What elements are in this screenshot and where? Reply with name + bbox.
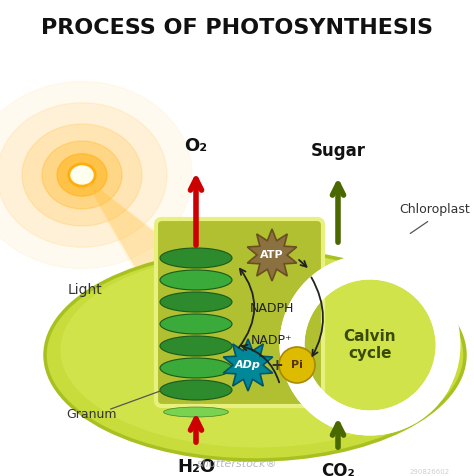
Ellipse shape — [160, 292, 232, 312]
Text: 290826602: 290826602 — [410, 469, 450, 475]
Text: Pi: Pi — [291, 360, 303, 370]
Text: NADPH: NADPH — [250, 301, 294, 315]
Text: NADP⁺: NADP⁺ — [251, 334, 293, 347]
Ellipse shape — [42, 141, 122, 209]
Polygon shape — [223, 339, 273, 391]
Ellipse shape — [160, 380, 232, 400]
Ellipse shape — [45, 250, 465, 460]
Ellipse shape — [160, 248, 232, 268]
Polygon shape — [82, 175, 165, 320]
Ellipse shape — [22, 124, 142, 226]
Ellipse shape — [160, 270, 232, 290]
Text: Sugar: Sugar — [310, 142, 365, 160]
Text: Granum: Granum — [67, 408, 117, 422]
Ellipse shape — [0, 81, 192, 268]
Text: Calvin
cycle: Calvin cycle — [344, 329, 396, 361]
Ellipse shape — [160, 314, 232, 334]
Polygon shape — [247, 229, 297, 281]
Circle shape — [279, 347, 315, 383]
FancyBboxPatch shape — [156, 219, 323, 406]
Ellipse shape — [160, 336, 232, 356]
Text: Chloroplast: Chloroplast — [400, 204, 470, 217]
Text: Light: Light — [68, 283, 102, 297]
Text: CO₂: CO₂ — [321, 462, 355, 476]
Ellipse shape — [164, 407, 228, 417]
Ellipse shape — [61, 252, 456, 447]
Text: ADp: ADp — [235, 360, 261, 370]
Ellipse shape — [160, 358, 232, 378]
Polygon shape — [82, 175, 155, 310]
Text: +: + — [271, 357, 283, 373]
Text: shutterstock®: shutterstock® — [197, 459, 277, 469]
Text: ATP: ATP — [260, 250, 284, 260]
Ellipse shape — [57, 154, 107, 196]
Ellipse shape — [71, 166, 93, 184]
Text: H₂O: H₂O — [177, 458, 215, 476]
Text: PROCESS OF PHOTOSYNTHESIS: PROCESS OF PHOTOSYNTHESIS — [41, 18, 433, 38]
Ellipse shape — [0, 103, 167, 247]
Ellipse shape — [68, 163, 96, 187]
Text: O₂: O₂ — [184, 137, 208, 155]
